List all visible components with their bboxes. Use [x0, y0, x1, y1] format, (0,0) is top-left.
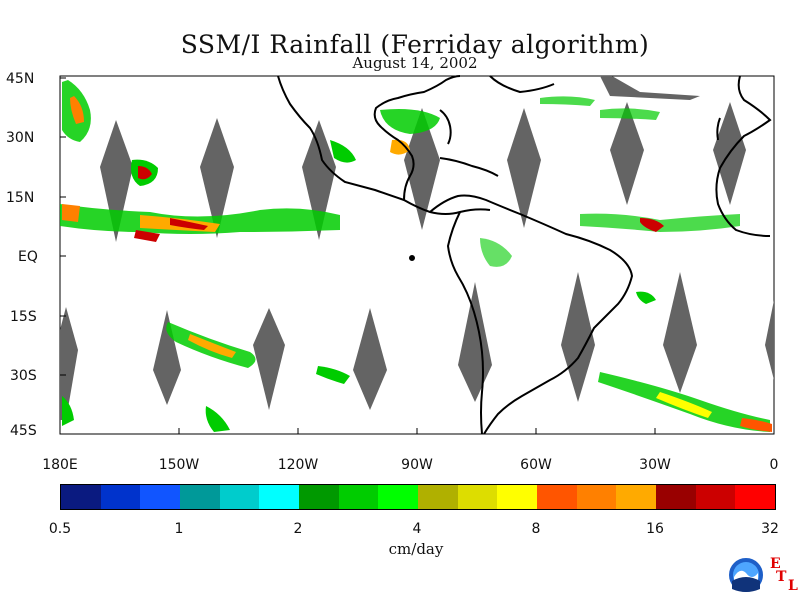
florida-coast: [439, 109, 452, 145]
amazon-rain: [480, 238, 512, 267]
rain-band-core: [188, 334, 236, 358]
atlantic-itcz: [580, 213, 740, 232]
swath: [765, 300, 774, 380]
color-scale-cell: [616, 485, 657, 509]
lat-label-30s: 30S: [10, 368, 37, 384]
galapagos: [409, 255, 415, 261]
color-scale-cell: [338, 485, 379, 509]
rain-system: [380, 109, 440, 134]
north-america-gulf-coast: [373, 75, 461, 201]
axis-ticks: [59, 77, 775, 435]
swath: [153, 310, 181, 405]
color-scale-cell: [378, 485, 419, 509]
color-scale-cell: [576, 485, 617, 509]
swath: [100, 120, 133, 242]
map-title: SSM/I Rainfall (Ferriday algorithm): [180, 30, 650, 59]
rain-cell: [540, 96, 595, 106]
no-data-swaths-south: [60, 76, 774, 420]
color-scale-cell: [735, 485, 776, 509]
color-scale-cell: [497, 485, 538, 509]
scale-units: cm/day: [388, 540, 444, 558]
caribbean-islands: [439, 157, 499, 177]
rain-system-core: [70, 96, 84, 124]
lat-label-30n: 30N: [6, 130, 35, 146]
rain-system-core: [138, 166, 152, 180]
etl-letter-t: T: [776, 569, 787, 585]
rain-cell: [316, 366, 350, 384]
color-scale-cell: [418, 485, 458, 509]
scale-label: 4: [412, 521, 422, 537]
rain-band-core: [656, 392, 712, 418]
scale-label: 16: [646, 521, 664, 537]
rain-cell: [134, 230, 160, 242]
rain-cell: [62, 396, 74, 426]
rainfall-bands: [60, 80, 772, 432]
lon-label-30w: 30W: [639, 457, 671, 473]
rain-cell: [390, 139, 410, 155]
scale-label: 2: [293, 521, 303, 537]
color-scale-cell: [299, 485, 339, 509]
color-scale-cell: [219, 485, 260, 509]
rain-cell: [205, 406, 230, 432]
swath: [600, 76, 700, 100]
swath: [663, 272, 697, 393]
rain-cell: [636, 291, 656, 304]
swath: [353, 308, 387, 410]
rain-band-core: [740, 418, 772, 432]
color-scale-cell: [457, 485, 498, 509]
scale-label: 1: [174, 521, 184, 537]
lon-label-150w: 150W: [158, 457, 200, 473]
swath: [610, 102, 644, 205]
swath: [561, 272, 595, 402]
etl-letter-e: E: [770, 556, 781, 572]
swath: [60, 307, 78, 420]
lat-label-45n: 45N: [6, 71, 35, 87]
color-scale-cell: [100, 485, 141, 509]
swath: [404, 108, 440, 230]
scale-label: 32: [761, 521, 779, 537]
rain-cell: [62, 204, 80, 222]
swath: [200, 118, 234, 238]
itcz-band: [60, 204, 340, 234]
us-east-coast: [489, 75, 555, 94]
no-data-swaths-north: [100, 102, 746, 242]
central-america-coast: [277, 75, 491, 215]
color-scale-cell: [140, 485, 181, 509]
coastlines: [277, 75, 772, 435]
swath: [253, 308, 285, 410]
map-date: August 14, 2002: [352, 54, 478, 72]
rain-cell: [640, 218, 664, 232]
color-scale-cell: [656, 485, 696, 509]
color-scale-cell: [180, 485, 220, 509]
lon-label-180e: 180E: [42, 457, 78, 473]
color-scale-bar: [60, 484, 776, 510]
lat-label-eq: EQ: [18, 249, 38, 265]
lon-label-0: 0: [769, 457, 779, 473]
itcz-max: [170, 218, 208, 230]
south-america-east-coast: [429, 194, 634, 435]
lat-label-15s: 15S: [10, 309, 37, 325]
scale-label: 0.5: [48, 521, 72, 537]
lon-label-120w: 120W: [277, 457, 319, 473]
lat-label-45s: 45S: [10, 423, 37, 439]
scale-label: 8: [531, 521, 541, 537]
lon-label-90w: 90W: [401, 457, 433, 473]
noaa-logo: [727, 556, 765, 594]
rain-cell: [600, 108, 660, 120]
swath: [302, 120, 336, 240]
swath: [507, 108, 541, 228]
lon-label-60w: 60W: [520, 457, 552, 473]
south-america-west-coast: [446, 211, 484, 435]
color-scale-cell: [537, 485, 577, 509]
color-scale-cell: [61, 485, 101, 509]
etl-letter-l: L: [788, 578, 798, 594]
africa-west-coast: [715, 75, 772, 237]
lat-label-15n: 15N: [6, 190, 35, 206]
rain-cell: [330, 140, 356, 163]
africa-northwest-coast: [716, 117, 721, 141]
color-scale-cell: [695, 485, 736, 509]
color-scale-cell: [259, 485, 300, 509]
